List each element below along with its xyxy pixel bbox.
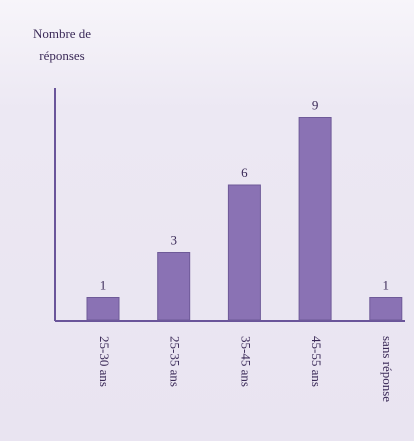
bar bbox=[227, 184, 261, 321]
x-tick-label: 35-45 ans bbox=[238, 336, 253, 387]
y-axis-label: réponses bbox=[39, 48, 85, 63]
bar bbox=[369, 297, 403, 321]
bar bbox=[298, 117, 332, 321]
bar bbox=[86, 297, 120, 321]
y-axis-label: Nombre de bbox=[33, 26, 91, 41]
data-label: 1 bbox=[100, 277, 107, 292]
x-tick-label: 25-35 ans bbox=[168, 336, 183, 387]
data-label: 1 bbox=[383, 277, 390, 292]
data-label: 3 bbox=[170, 232, 177, 247]
data-label: 6 bbox=[241, 165, 248, 180]
data-label: 9 bbox=[312, 97, 319, 112]
x-tick-label: sans réponse bbox=[380, 336, 395, 402]
x-tick-label: 25-30 ans bbox=[97, 336, 112, 387]
bar bbox=[157, 252, 191, 321]
x-tick-label: 45-55 ans bbox=[309, 336, 324, 387]
